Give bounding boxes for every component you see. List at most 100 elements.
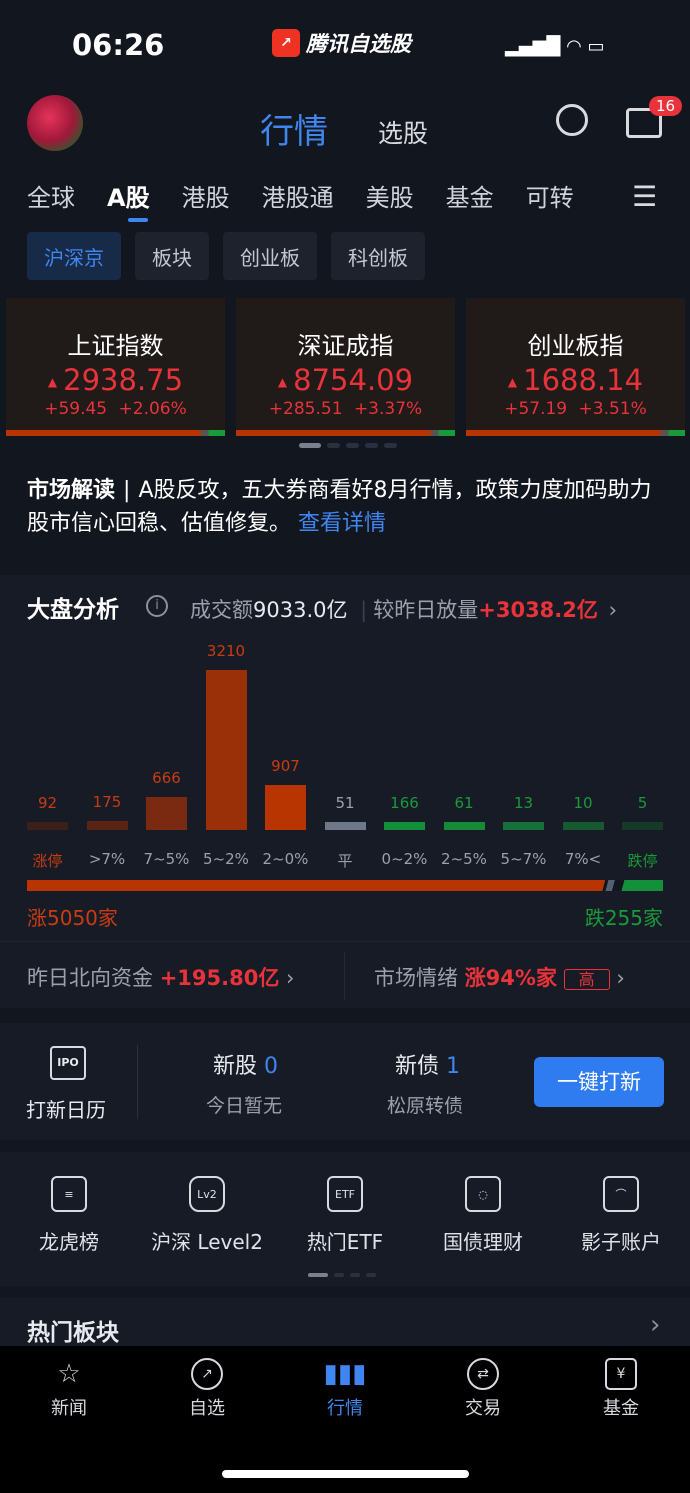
index-card[interactable]: 深证成指 ▲ 8754.09 +285.51 +3.37% [236,298,455,436]
new-stock[interactable]: 新股 0 [213,1054,279,1079]
tool-dragon-tiger[interactable]: ≡ 龙虎榜 [0,1176,138,1255]
category-label: 0~2% [381,850,428,868]
bar [324,822,366,830]
market-news[interactable]: 市场解读 | A股反攻，五大券商看好8月行情，政策力度加码助力股市信心回稳、估值修复… [27,478,652,536]
tab-quotes[interactable]: ▮▮▮ 行情 [323,1359,367,1419]
tab-news[interactable]: ☆ 新闻 [51,1359,87,1419]
message-icon[interactable] [626,108,662,138]
bar-value-label: 51 [335,794,355,812]
news-icon: ☆ [57,1359,81,1389]
level2-icon: Lv2 [189,1176,225,1212]
tab-us[interactable]: 美股 [365,184,414,212]
yuan-icon: ¥ [605,1358,637,1390]
tab-hk[interactable]: 港股 [181,184,230,212]
news-label: 市场解读 [27,478,116,503]
index-name: 创业板指 [527,332,624,360]
category-label: 2~0% [262,850,309,868]
category-label: 平 [337,852,353,870]
index-name: 深证成指 [297,332,394,360]
app-name: ↗ 腾讯自选股 [272,28,411,58]
chevron-right-icon[interactable]: › [650,1310,661,1340]
turnover[interactable]: 成交额9033.0亿 | 较昨日放量+3038.2亿 › [190,598,617,622]
avatar[interactable] [27,95,83,151]
chip-hushenjing[interactable]: 沪深京 [27,232,121,280]
section-title: 热门板块 [27,1320,119,1346]
tool-level2[interactable]: Lv2 沪深 Level2 [138,1176,276,1255]
tab-trade[interactable]: ⇄ 交易 [414,1346,552,1493]
chip-star[interactable]: 科创板 [331,232,425,280]
tools-pager-dots [308,1273,376,1277]
signal-wifi-battery-icon: ▂▄▆█ ◠ ▭ [505,36,605,57]
breadth-bar [6,430,225,436]
index-card[interactable]: 上证指数 ▲ 2938.75 +59.45 +2.06% [6,298,225,436]
ipo-calendar[interactable]: 打新日历 [26,1098,106,1122]
section-title: 大盘分析 [27,597,119,623]
menu-icon[interactable]: ☰ [628,180,658,213]
up-down-ratio-bar [27,880,663,891]
category-label: 跌停 [627,852,658,870]
tools-row: ≡ 龙虎榜 Lv2 沪深 Level2 ETF 热门ETF ◌ 国债理财 ⌒ 影子账户 [0,1176,690,1255]
bar-value-label: 61 [454,794,474,812]
market-sentiment[interactable]: 市场情绪 涨94%家 高 › [374,966,625,990]
tab-market[interactable]: 行情 [260,112,328,152]
tool-treasury[interactable]: ◌ 国债理财 [414,1176,552,1255]
chevron-right-icon: › [616,966,625,990]
down-count: 跌255家 [584,906,663,930]
chevron-right-icon: › [286,966,295,990]
index-value: 8754.09 [293,363,414,397]
new-bond[interactable]: 新债 1 [395,1054,461,1079]
bar [503,822,544,830]
tools-section [0,1152,690,1286]
category-label: 5~2% [203,850,249,868]
bar [146,796,187,830]
tab-global[interactable]: 全球 [27,184,75,212]
bar-value-label: 5 [637,794,648,812]
tab-fund[interactable]: 基金 [445,184,494,212]
category-label: 涨停 [32,852,63,870]
message-badge: 16 [649,96,683,116]
chip-chinext[interactable]: 创业板 [223,232,317,280]
home-indicator [222,1470,469,1478]
tab-watchlist[interactable]: ↗ 自选 [138,1346,276,1493]
tool-shadow-account[interactable]: ⌒ 影子账户 [552,1176,690,1255]
category-label: 7%< [564,850,602,868]
index-card[interactable]: 创业板指 ▲ 1688.14 +57.19 +3.51% [466,298,685,436]
info-icon[interactable]: i [146,595,168,617]
up-arrow-icon: ▲ [47,375,58,389]
index-change: +57.19 [504,399,568,419]
search-icon[interactable] [556,104,588,136]
ticket-icon: ◌ [465,1176,501,1212]
northbound-funds[interactable]: 昨日北向资金 +195.80亿 › [27,966,295,990]
status-bar: 06:26 ↗ 腾讯自选股 ▂▄▆█ ◠ ▭ [0,0,690,90]
bar [27,822,68,830]
ipo-icon: IPO [50,1046,86,1080]
index-pct: +3.37% [353,399,423,419]
bar-value-label: 175 [92,793,122,812]
new-bond-name: 松原转债 [387,1095,464,1117]
news-detail-link[interactable]: 查看详情 [298,511,387,536]
up-arrow-icon: ▲ [277,375,288,389]
bar [622,822,663,830]
active-tab-indicator [128,218,148,222]
sub-tabs: 沪深京 板块 创业板 科创板 [27,232,425,280]
bar-value-label: 13 [513,794,534,812]
tab-a-share[interactable]: A股 [107,184,150,212]
divider [344,952,345,1000]
index-pct: +3.51% [578,399,647,419]
one-click-subscribe-button[interactable]: 一键打新 [534,1057,664,1107]
distribution-chart: 92 涨停 175 >7% 666 7~5% 3210 5~2% 907 2~0% 51 平 166 0~… [27,640,663,880]
bar-value-label: 92 [37,794,58,812]
category-label: 2~5% [441,850,487,868]
chevron-right-icon: › [608,598,617,622]
chip-sector[interactable]: 板块 [135,232,209,280]
tool-hot-etf[interactable]: ETF 热门ETF [276,1176,414,1255]
watchlist-icon: ↗ [191,1358,223,1390]
category-label: >7% [88,850,126,868]
tab-fund[interactable]: ¥ 基金 [552,1346,690,1493]
market-analysis-section [0,575,690,1008]
tab-convertible[interactable]: 可转 [525,184,574,212]
tab-stock-picker[interactable]: 选股 [378,119,429,148]
bar [265,784,306,830]
hot-sectors-section[interactable] [0,1298,690,1348]
tab-hk-connect[interactable]: 港股通 [261,184,334,212]
